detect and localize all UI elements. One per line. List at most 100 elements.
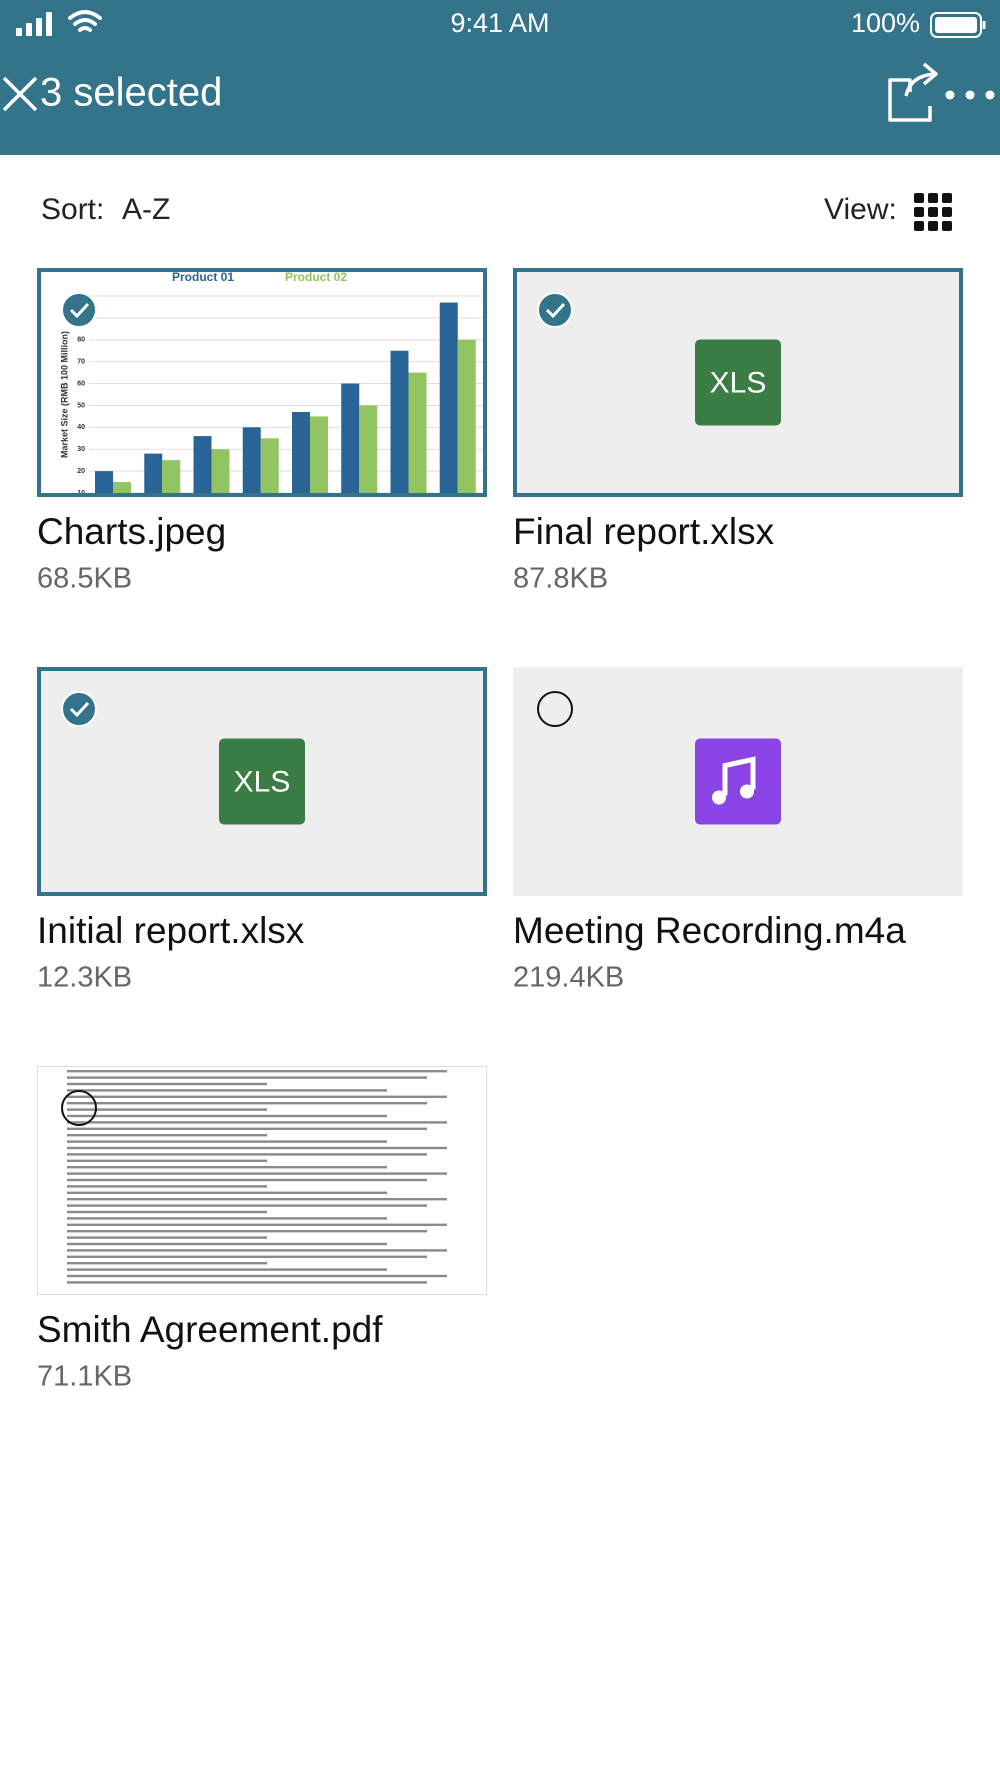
thumb-tick-label: 20 xyxy=(77,468,85,475)
share-button[interactable] xyxy=(888,62,938,122)
signal-icon xyxy=(16,12,52,36)
checkbox-empty[interactable] xyxy=(537,691,573,727)
view-label: View: xyxy=(824,193,897,226)
doc-line xyxy=(67,1198,447,1201)
thumb-tick-label: 40 xyxy=(77,424,85,431)
doc-line xyxy=(67,1166,387,1169)
file-tile[interactable]: Meeting Recording.m4a 219.4KB xyxy=(513,667,963,994)
file-tile[interactable]: 102030405060708090100Market Size (RMB 10… xyxy=(37,268,487,595)
sort-label: Sort: xyxy=(41,193,104,226)
file-type-icon xyxy=(695,738,781,825)
file-type-label: XLS xyxy=(234,765,291,798)
doc-line xyxy=(67,1070,447,1073)
doc-line xyxy=(67,1230,427,1233)
thumb-bar xyxy=(260,438,279,493)
grid-dot xyxy=(928,221,938,231)
status-time: 9:41 AM xyxy=(450,8,549,38)
doc-line xyxy=(67,1217,387,1220)
grid-dot xyxy=(942,193,952,203)
thumbnail-border xyxy=(37,1066,487,1295)
thumb-bar xyxy=(457,339,476,493)
thumb-bar xyxy=(162,460,181,493)
thumb-bar xyxy=(310,416,328,493)
doc-line xyxy=(67,1255,427,1258)
file-name: Smith Agreement.pdf xyxy=(37,1309,383,1350)
thumb-legend: Product 01 xyxy=(172,270,234,284)
grid-dot xyxy=(914,193,924,203)
file-type-label: XLS xyxy=(710,366,767,399)
checkmark xyxy=(545,302,566,319)
grid-dot xyxy=(914,221,924,231)
file-tile[interactable]: XLS Initial report.xlsx 12.3KB xyxy=(37,667,487,994)
file-type-icon xyxy=(219,738,305,825)
selected-border xyxy=(37,667,487,896)
file-name: Meeting Recording.m4a xyxy=(513,910,906,951)
doc-line xyxy=(67,1082,267,1086)
thumb-bar xyxy=(193,436,212,493)
checkbox-checked[interactable] xyxy=(61,691,97,727)
doc-line xyxy=(67,1089,387,1092)
file-tile[interactable]: Smith Agreement.pdf 71.1KB xyxy=(37,1066,487,1393)
header-bar xyxy=(0,0,1000,155)
grid-dot xyxy=(914,207,924,217)
doc-line xyxy=(67,1185,267,1188)
file-size: 87.8KB xyxy=(513,563,608,595)
thumb-tick-label: 30 xyxy=(77,446,85,453)
doc-line xyxy=(67,1114,387,1118)
doc-line xyxy=(67,1102,427,1105)
music-note-head xyxy=(712,790,726,805)
doc-line xyxy=(67,1146,447,1150)
file-name: Final report.xlsx xyxy=(513,511,775,552)
file-name: Charts.jpeg xyxy=(37,511,226,552)
checkbox-empty[interactable] xyxy=(61,1090,97,1126)
thumb-axis-label: Market Size (RMB 100 Million) xyxy=(59,331,69,458)
selection-count: 3 selected xyxy=(40,71,222,115)
view-grid-button[interactable] xyxy=(914,193,952,231)
doc-line xyxy=(67,1095,447,1098)
thumb-bar xyxy=(390,350,409,493)
doc-line xyxy=(67,1268,387,1271)
file-name: Initial report.xlsx xyxy=(37,910,305,951)
file-tile[interactable]: XLS Final report.xlsx 87.8KB xyxy=(513,268,963,595)
thumb-legend: Product 02 xyxy=(285,270,347,284)
thumb-bar xyxy=(211,449,230,493)
thumb-tick-label: 60 xyxy=(77,380,85,387)
doc-line xyxy=(67,1076,427,1079)
doc-line xyxy=(67,1159,267,1162)
more-button[interactable] xyxy=(945,90,995,100)
doc-line xyxy=(67,1191,387,1194)
music-note-head xyxy=(740,784,754,799)
doc-line xyxy=(67,1242,387,1246)
selected-border xyxy=(513,268,963,497)
checkbox-checked[interactable] xyxy=(61,292,97,328)
doc-line xyxy=(67,1249,447,1252)
doc-line xyxy=(67,1204,427,1207)
file-size: 12.3KB xyxy=(37,962,132,994)
checkmark xyxy=(69,701,90,718)
doc-line xyxy=(67,1281,427,1284)
selected-border xyxy=(37,268,487,497)
doc-line xyxy=(67,1140,387,1143)
thumb-tick-label: 80 xyxy=(77,337,85,344)
thumb-tick-label: 50 xyxy=(77,402,85,409)
battery-level xyxy=(935,17,977,33)
doc-line xyxy=(67,1210,267,1214)
doc-line xyxy=(67,1262,267,1265)
sort-value[interactable]: A-Z xyxy=(122,193,170,226)
wifi-icon xyxy=(68,10,102,32)
doc-line xyxy=(67,1121,447,1124)
doc-line xyxy=(67,1127,427,1130)
thumb-bar xyxy=(292,412,310,493)
doc-line xyxy=(67,1236,267,1239)
close-button[interactable] xyxy=(2,76,38,112)
music-note xyxy=(722,756,756,796)
thumb-bar xyxy=(95,471,113,493)
thumb-bar xyxy=(341,383,360,493)
thumb-tick-label: 70 xyxy=(77,359,85,366)
battery-percent: 100% xyxy=(851,8,920,38)
grid-dot xyxy=(928,193,938,203)
checkbox-checked[interactable] xyxy=(537,292,573,328)
checkmark xyxy=(69,302,90,319)
